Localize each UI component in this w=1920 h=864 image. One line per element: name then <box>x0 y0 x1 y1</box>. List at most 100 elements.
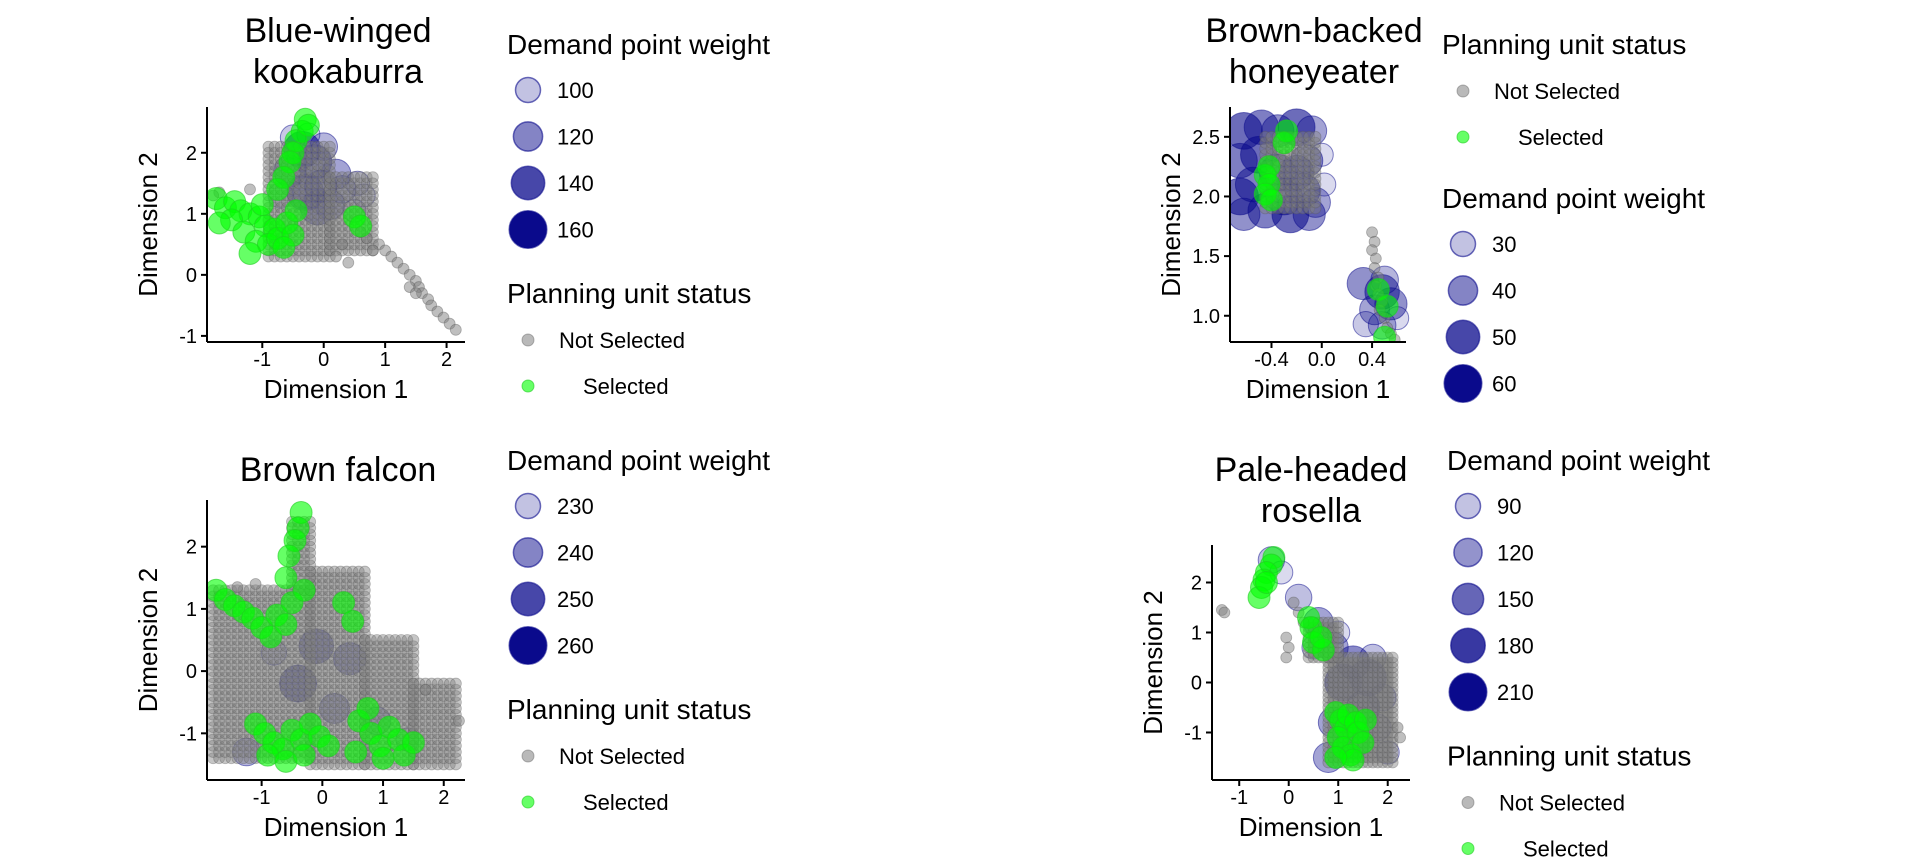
unselected-point <box>261 677 274 690</box>
unselected-point <box>280 696 292 709</box>
unselected-point <box>322 646 335 659</box>
demand-point <box>1278 154 1315 191</box>
unselected-point <box>437 677 450 690</box>
unselected-point <box>299 244 312 257</box>
unselected-point <box>371 671 383 684</box>
unselected-point <box>1362 696 1374 709</box>
unselected-point <box>1309 148 1322 161</box>
unselected-point <box>1352 651 1364 664</box>
y-tick-label: 1 <box>1191 623 1202 645</box>
unselected-point <box>358 640 371 653</box>
unselected-point <box>280 677 292 690</box>
unselected-point <box>213 658 226 671</box>
unselected-point <box>244 183 256 196</box>
unselected-point <box>328 714 341 727</box>
unselected-point <box>1303 196 1316 209</box>
unselected-point <box>1381 736 1394 749</box>
unselected-point <box>340 658 353 671</box>
unselected-point <box>1309 190 1322 203</box>
unselected-point <box>225 739 238 752</box>
unselected-point <box>409 287 422 300</box>
unselected-point <box>358 671 371 684</box>
unselected-point <box>280 658 292 671</box>
unselected-point <box>1297 184 1309 197</box>
unselected-point <box>299 183 312 196</box>
unselected-point <box>407 708 420 721</box>
unselected-point <box>330 201 342 214</box>
unselected-point <box>213 677 226 690</box>
unselected-point <box>352 652 365 665</box>
unselected-point <box>1376 706 1389 719</box>
unselected-point <box>1376 696 1389 709</box>
unselected-point <box>340 671 353 684</box>
legend-label-demand-weight: 120 <box>557 125 594 150</box>
unselected-point <box>342 189 355 202</box>
y-tick-label: 2 <box>1191 573 1202 595</box>
unselected-point <box>395 646 408 659</box>
unselected-point <box>243 652 256 665</box>
unselected-point <box>305 171 318 184</box>
unselected-point <box>358 565 371 578</box>
legend-title-demand-weight: Demand point weight <box>1447 445 1710 476</box>
unselected-point <box>311 171 324 184</box>
unselected-point <box>255 658 268 671</box>
unselected-point <box>316 671 329 684</box>
legend-key-not-selected <box>521 749 535 763</box>
legend-label-demand-weight: 250 <box>557 587 594 612</box>
unselected-point <box>1386 666 1399 679</box>
unselected-point <box>407 702 420 715</box>
unselected-point <box>352 634 365 646</box>
unselected-point <box>1371 651 1384 664</box>
unselected-point <box>219 634 232 646</box>
unselected-point <box>1347 681 1359 694</box>
unselected-point <box>366 189 379 202</box>
unselected-point <box>360 189 373 202</box>
unselected-point <box>322 584 335 597</box>
selected-point <box>1351 731 1375 754</box>
legend-label-demand-weight: 60 <box>1492 372 1516 397</box>
legend-label-demand-weight: 100 <box>557 78 594 103</box>
unselected-point <box>389 671 402 684</box>
unselected-point <box>237 702 250 715</box>
unselected-point <box>305 195 318 208</box>
unselected-point <box>336 195 349 208</box>
unselected-point <box>213 708 226 721</box>
unselected-point <box>304 696 317 709</box>
unselected-point <box>304 677 317 690</box>
unselected-point <box>231 634 244 646</box>
unselected-point <box>360 183 373 196</box>
unselected-point <box>1386 706 1399 719</box>
unselected-point <box>360 195 373 208</box>
unselected-point <box>231 714 244 727</box>
unselected-point <box>317 220 330 232</box>
unselected-point <box>1297 142 1309 155</box>
unselected-point <box>1303 166 1316 179</box>
unselected-point <box>1327 671 1340 684</box>
unselected-point <box>1386 756 1399 769</box>
unselected-point <box>237 640 250 653</box>
unselected-point <box>358 602 371 615</box>
unselected-point <box>280 665 292 678</box>
unselected-point <box>317 207 330 220</box>
unselected-point <box>346 640 359 653</box>
unselected-point <box>1381 711 1394 724</box>
unselected-point <box>358 634 371 646</box>
unselected-point <box>305 152 318 165</box>
unselected-point <box>389 702 402 715</box>
unselected-point <box>383 646 396 659</box>
unselected-point <box>316 683 329 696</box>
unselected-point <box>225 652 238 665</box>
unselected-point <box>249 696 262 709</box>
unselected-point <box>1362 681 1374 694</box>
selected-point <box>1375 294 1399 318</box>
unselected-point <box>1371 666 1384 679</box>
unselected-point <box>1357 651 1369 664</box>
unselected-point <box>1386 691 1399 704</box>
unselected-point <box>346 634 359 646</box>
unselected-point <box>1332 636 1345 649</box>
unselected-point <box>425 696 438 709</box>
unselected-point <box>280 646 292 659</box>
unselected-point <box>342 177 355 190</box>
unselected-point <box>273 677 286 690</box>
unselected-point <box>292 671 304 684</box>
